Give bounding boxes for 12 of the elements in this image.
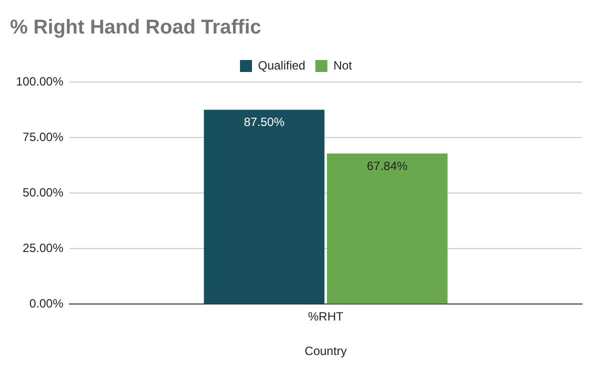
y-tick-label: 25.00% (22, 240, 64, 255)
y-tick-label: 0.00% (29, 296, 64, 311)
x-tick-label: %RHT (308, 310, 344, 324)
y-tick-label: 100.00% (16, 74, 64, 88)
x-axis-title: Country (304, 344, 347, 358)
y-tick-label: 75.00% (22, 130, 64, 144)
chart-title: % Right Hand Road Traffic (10, 16, 262, 39)
legend-label: Qualified (258, 58, 306, 72)
legend-label: Not (333, 58, 353, 72)
data-label: 67.84% (366, 158, 408, 173)
y-tick-label: 50.00% (22, 185, 64, 200)
data-label: 87.50% (244, 115, 285, 130)
